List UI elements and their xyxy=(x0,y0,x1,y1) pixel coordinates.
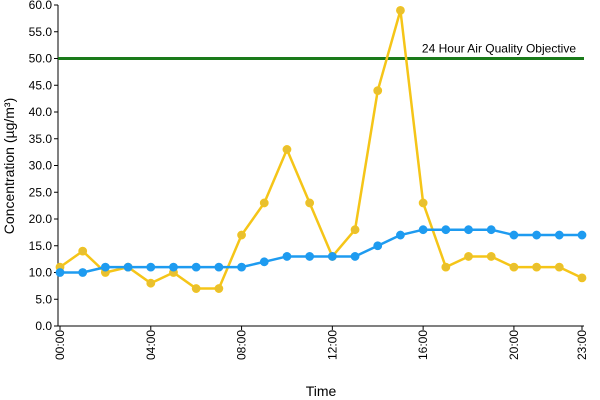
series-1-point xyxy=(464,252,473,261)
y-tick-label: 55.0 xyxy=(29,25,53,39)
series-2-point xyxy=(282,252,292,261)
y-tick-label: 10.0 xyxy=(29,266,53,280)
series-1-point xyxy=(486,252,496,261)
y-tick-label: 20.0 xyxy=(29,212,53,226)
series-1-point xyxy=(350,225,360,235)
series-2-point xyxy=(305,252,315,261)
series-2-point xyxy=(554,230,564,240)
y-axis-title: Concentration (µg/m³) xyxy=(1,98,17,234)
x-axis-title: Time xyxy=(306,383,337,399)
series-1-point xyxy=(577,273,587,283)
series-1-point xyxy=(237,230,246,240)
y-tick-label: 35.0 xyxy=(29,132,53,146)
series-2-point xyxy=(532,230,542,240)
series-1-point xyxy=(146,278,156,288)
series-2-point xyxy=(373,241,383,251)
series-2-point xyxy=(464,225,473,235)
series-2-point xyxy=(418,225,428,235)
series-2-point xyxy=(237,262,246,272)
series-2-point xyxy=(169,262,178,272)
y-tick-label: 40.0 xyxy=(29,105,53,119)
reference-line-group: 24 Hour Air Quality Objective xyxy=(58,42,584,60)
y-tick-label: 0.0 xyxy=(35,319,52,333)
x-tick-label: 00:00 xyxy=(53,330,67,360)
series-2-point xyxy=(509,230,519,240)
series-2-point xyxy=(441,225,451,235)
y-tick-label: 60.0 xyxy=(29,0,53,12)
y-tick-label: 30.0 xyxy=(29,159,53,173)
series-2-line xyxy=(60,228,582,274)
x-tick-label: 08:00 xyxy=(235,330,249,360)
series-2-point xyxy=(327,252,337,261)
series-1-point xyxy=(259,198,269,208)
series-2-point xyxy=(350,252,360,261)
series-2-point xyxy=(78,268,88,277)
series-1-point xyxy=(373,86,383,95)
y-tick-label: 50.0 xyxy=(29,52,53,66)
series-2-point xyxy=(259,257,269,267)
series-1-point xyxy=(441,262,451,272)
x-tick-label: 16:00 xyxy=(416,330,430,360)
series-1-point xyxy=(396,5,405,15)
series-1-point xyxy=(214,284,224,293)
y-axis-labels: 0.0 5.0 10.0 15.0 20.0 25.0 30.0 35.0 40.0 45.0 50… xyxy=(29,0,58,333)
x-tick-label: 20:00 xyxy=(507,330,521,360)
series-2-point xyxy=(486,225,496,235)
series-2-point xyxy=(191,262,201,272)
x-tick-label: 04:00 xyxy=(144,330,158,360)
series-1-point xyxy=(305,198,315,208)
series-2-point xyxy=(100,262,110,272)
y-tick-label: 5.0 xyxy=(35,292,52,306)
series-2-point xyxy=(396,230,405,240)
series-2-point xyxy=(123,262,133,272)
x-axis-labels: 00:00 04:00 08:00 12:00 16:00 20:00 23:00 xyxy=(53,326,589,360)
series-1-point xyxy=(532,262,542,272)
reference-line-label: 24 Hour Air Quality Objective xyxy=(422,42,576,56)
series-1-point xyxy=(191,284,201,293)
series-2-point xyxy=(214,262,224,272)
y-tick-label: 45.0 xyxy=(29,78,53,92)
series-1-point xyxy=(78,246,88,256)
x-tick-label: 12:00 xyxy=(325,330,339,360)
x-tick-label: 23:00 xyxy=(575,330,589,360)
y-tick-label: 15.0 xyxy=(29,239,53,253)
series-2-point xyxy=(577,230,587,240)
series-1-point xyxy=(282,145,292,154)
series-2-point xyxy=(55,268,65,277)
series-1-point xyxy=(418,198,428,208)
series-2-point xyxy=(146,262,156,272)
series-group xyxy=(55,5,587,293)
y-tick-label: 25.0 xyxy=(29,185,53,199)
series-1-point xyxy=(509,262,519,272)
series-1-point xyxy=(554,262,564,272)
